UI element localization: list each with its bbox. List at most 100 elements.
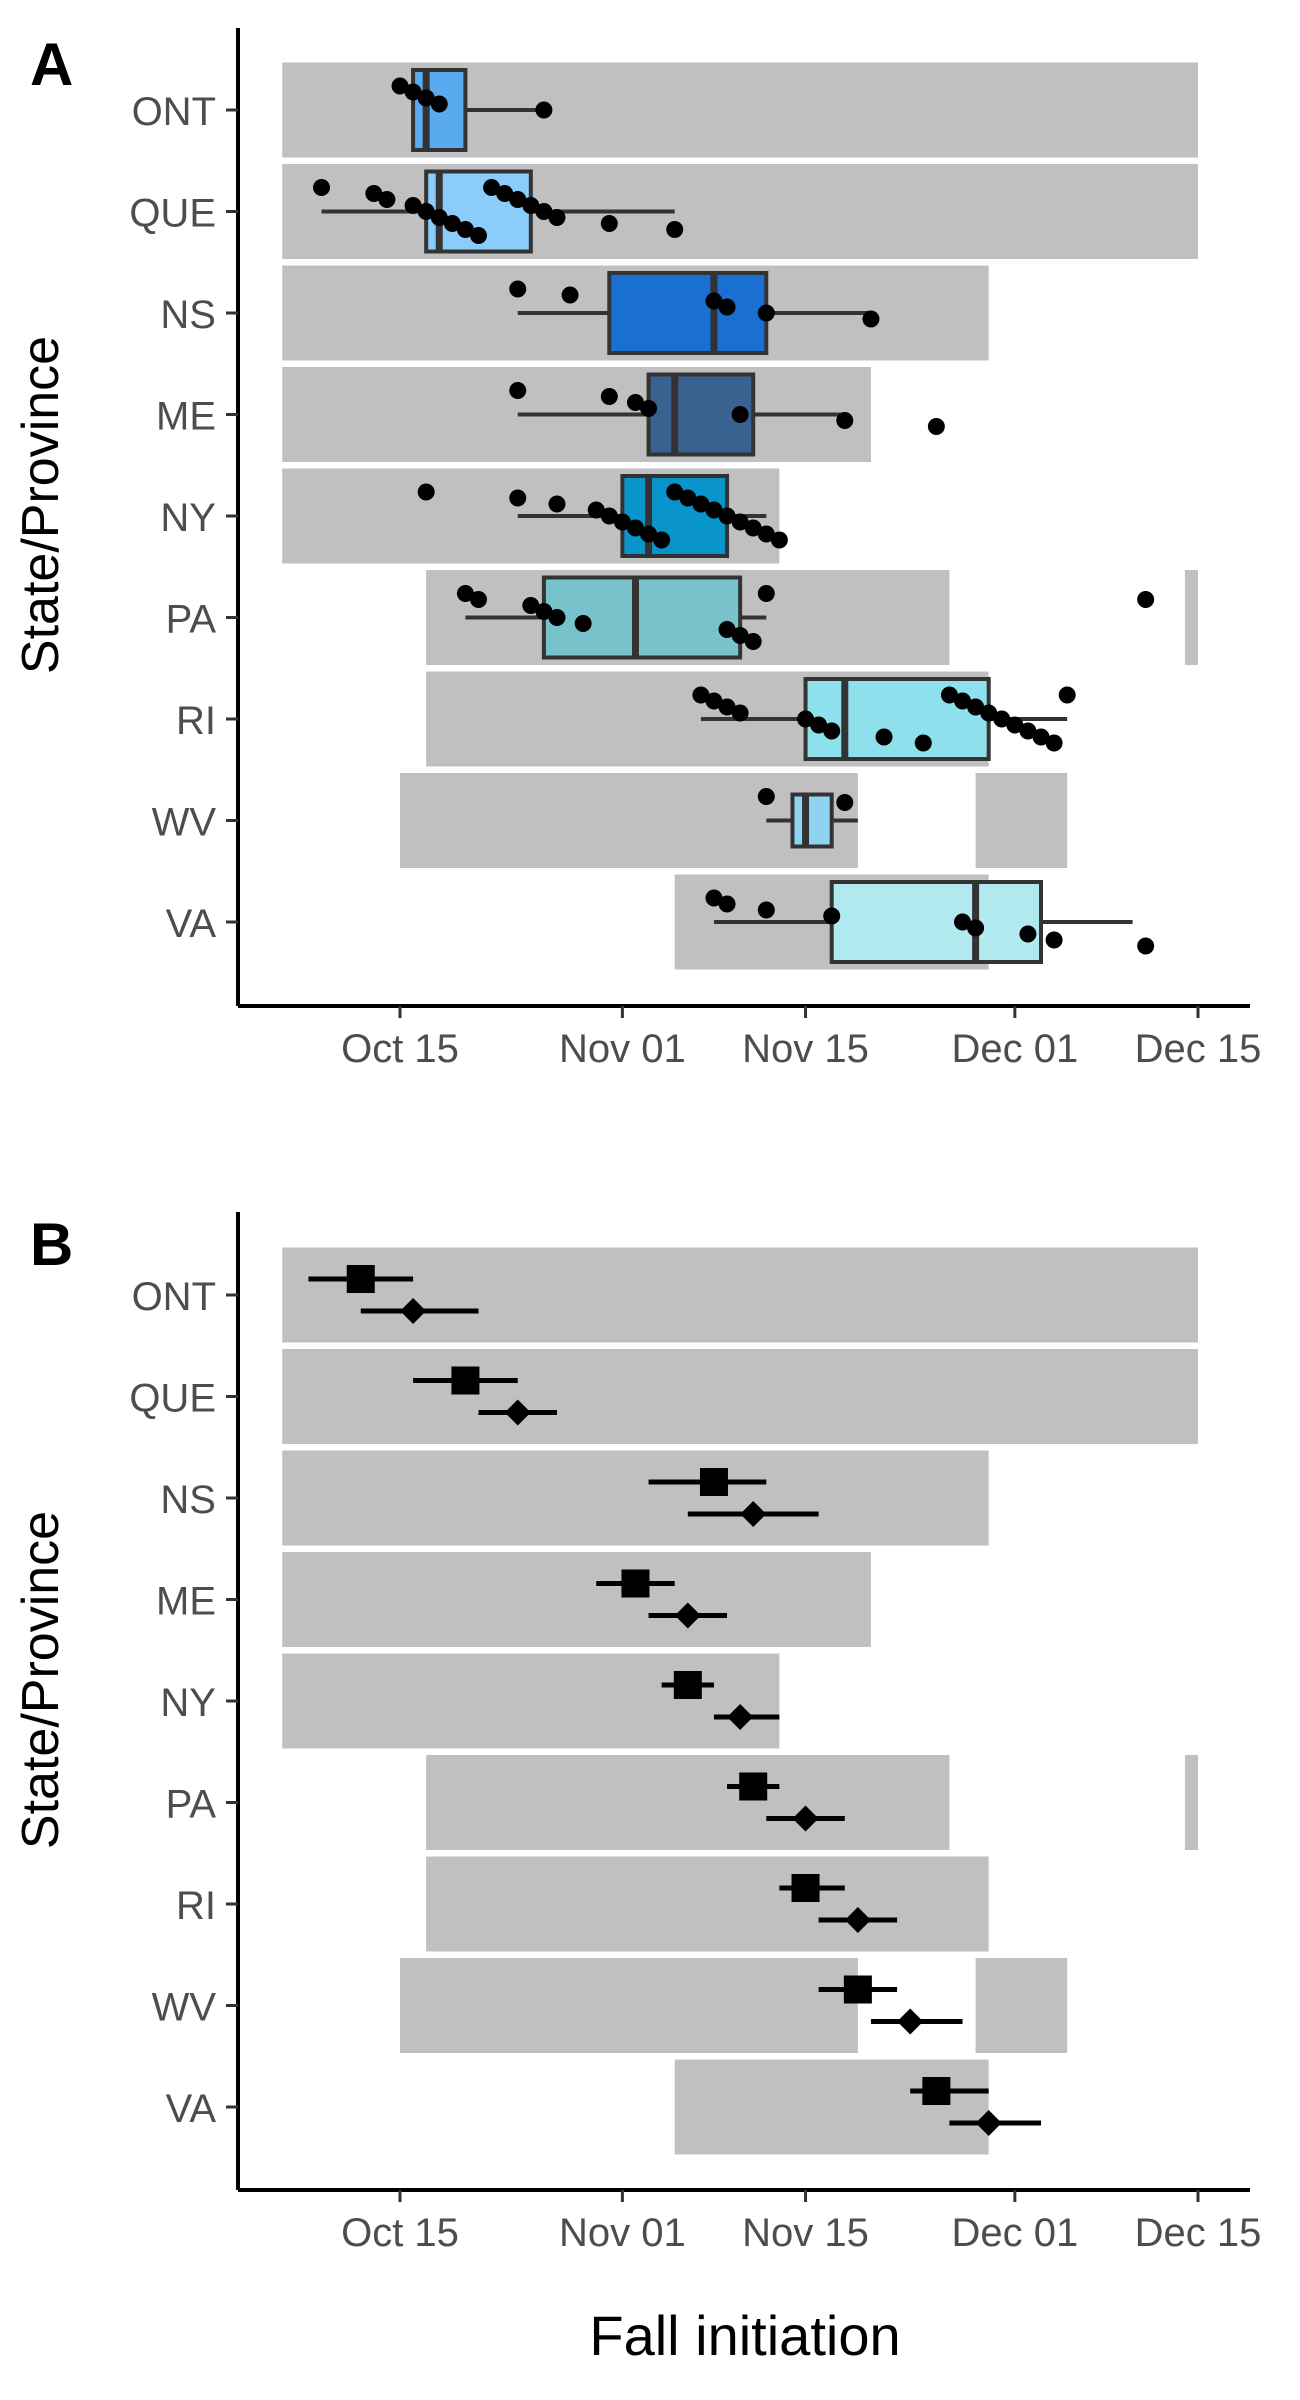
data-point: [666, 483, 684, 501]
y-tick-label: QUE: [129, 192, 216, 236]
data-point: [718, 895, 736, 913]
season-window-ny: [282, 1653, 780, 1749]
data-point: [718, 621, 736, 638]
square-marker: [346, 1265, 375, 1293]
x-tick-label: Nov 01: [559, 2211, 686, 2255]
data-point: [483, 179, 501, 196]
data-point: [744, 519, 762, 537]
diamond-marker: [975, 2110, 1002, 2136]
data-point: [1019, 722, 1037, 740]
y-tick-label: ONT: [132, 1275, 216, 1319]
data-point: [823, 722, 841, 740]
data-point: [509, 280, 527, 298]
panel-label: A: [30, 31, 73, 98]
diamond-marker: [844, 1907, 871, 1933]
y-tick-label: NY: [160, 1681, 216, 1725]
data-point: [731, 406, 749, 423]
data-point: [731, 704, 749, 722]
data-point: [914, 734, 932, 752]
data-point: [836, 412, 854, 429]
data-point: [496, 185, 514, 202]
data-point: [535, 101, 553, 119]
data-point: [430, 95, 448, 113]
data-point: [522, 597, 540, 614]
data-point: [718, 298, 736, 316]
square-marker: [739, 1772, 768, 1801]
data-point: [757, 585, 775, 602]
data-point: [430, 209, 448, 226]
data-point: [574, 615, 592, 632]
x-tick-label: Oct 15: [341, 1027, 459, 1071]
y-tick-label: ME: [156, 1580, 216, 1624]
season-window-wv: [400, 1958, 858, 2053]
data-point: [810, 716, 828, 734]
data-point: [548, 609, 566, 626]
data-point: [967, 919, 985, 937]
data-point: [378, 191, 396, 208]
data-point: [391, 77, 409, 95]
box-pa: [541, 575, 743, 660]
square-marker: [843, 1975, 872, 2004]
data-point: [587, 501, 605, 519]
data-point: [692, 686, 710, 704]
x-tick-label: Dec 15: [1135, 2211, 1262, 2255]
data-point: [1019, 925, 1037, 943]
box-ns: [607, 271, 769, 355]
data-point: [954, 692, 972, 710]
data-point: [823, 907, 841, 925]
season-windows: [282, 1247, 1198, 2155]
x-tick-label: Dec 01: [951, 2211, 1078, 2255]
square-marker: [621, 1569, 650, 1598]
y-tick-label: NY: [160, 496, 216, 540]
square-marker: [791, 1874, 820, 1902]
data-point: [548, 495, 566, 513]
box-wv: [790, 792, 834, 849]
data-point: [404, 197, 422, 214]
data-point: [456, 585, 474, 602]
box-ont: [411, 68, 468, 152]
data-point: [640, 400, 658, 417]
data-points: [313, 77, 1155, 955]
data-point: [1006, 716, 1024, 734]
diamond-marker: [400, 1298, 427, 1324]
data-point: [1045, 734, 1063, 752]
data-point: [365, 185, 383, 202]
data-point: [469, 591, 487, 608]
data-point: [1137, 937, 1155, 955]
diamond-marker: [897, 2008, 924, 2035]
y-tick-label: WV: [152, 1986, 217, 2030]
data-point: [613, 513, 631, 531]
data-point: [469, 227, 487, 244]
x-tick-label: Nov 01: [559, 1027, 686, 1071]
data-point: [522, 197, 540, 214]
data-point: [705, 501, 723, 519]
data-point: [744, 633, 762, 650]
data-point: [404, 83, 422, 101]
season-window-pa: [1184, 1755, 1198, 1850]
y-tick-label: WV: [152, 801, 217, 845]
y-tick-label: PA: [166, 598, 217, 642]
data-point: [443, 215, 461, 232]
data-point: [417, 203, 435, 220]
data-point: [1032, 728, 1050, 746]
data-point: [1058, 686, 1076, 704]
panel-b: B ONT QUE NS ME NY PA RI WV VA Oct 15 Nov 01 Nov 15…: [12, 1211, 1261, 2367]
panel-a: A ONT QUE NS ME NY PA RI WV VA Oct 15 Nov 01 Nov 15…: [12, 28, 1261, 1071]
y-axis-title: State/Province: [12, 336, 70, 674]
y-tick-label: VA: [166, 902, 217, 946]
x-tick-label: Dec 01: [951, 1027, 1078, 1071]
y-tick-label: RI: [176, 1884, 216, 1928]
data-point: [509, 489, 527, 507]
season-window-ont: [282, 1247, 1198, 1343]
axes: ONT QUE NS ME NY PA RI WV VA Oct 15 Nov 01 Nov 15 De…: [129, 1212, 1261, 2255]
diamond-marker: [792, 1805, 819, 1832]
data-point: [718, 698, 736, 716]
data-point: [653, 531, 671, 549]
data-point: [666, 221, 684, 238]
y-axis-title: State/Province: [12, 1511, 70, 1849]
data-point: [836, 794, 854, 811]
data-point: [600, 388, 618, 405]
square-marker: [673, 1671, 702, 1699]
y-tick-label: QUE: [129, 1377, 216, 1421]
season-window-ns: [282, 1450, 989, 1546]
